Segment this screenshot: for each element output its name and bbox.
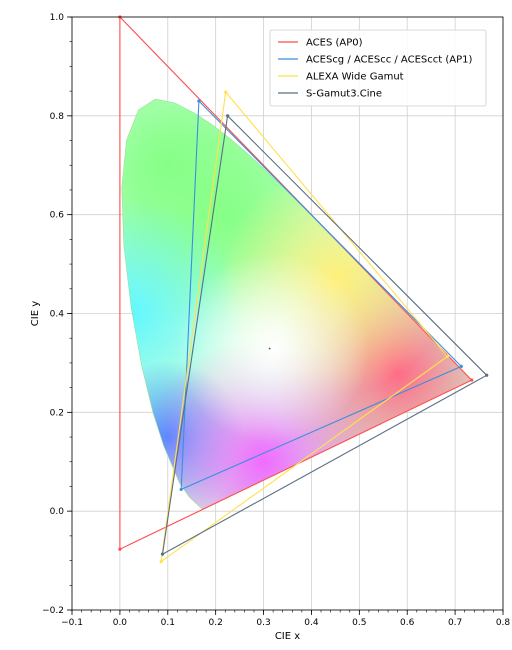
legend-box: [269, 29, 487, 107]
y-tick-label: 0.0: [50, 507, 65, 517]
primary-point: [445, 354, 450, 359]
x-tick-label: 0.5: [352, 618, 366, 628]
x-tick-label: 0.2: [209, 618, 223, 628]
x-tick-label: −0.1: [61, 618, 83, 628]
legend-entry: ALEXA Wide Gamut: [306, 72, 404, 83]
y-tick-label: −0.2: [42, 606, 64, 616]
x-tick-label: 0.0: [113, 618, 128, 628]
y-tick-label: 1.0: [50, 13, 65, 23]
white-point-marker: [268, 347, 271, 350]
primary-point: [159, 559, 163, 564]
y-tick-label: 0.6: [50, 211, 65, 221]
legend: ACES (AP0) ACEScg / ACEScc / ACEScct (AP1…: [269, 29, 487, 107]
primary-point: [179, 487, 183, 492]
primary-point: [459, 364, 463, 368]
gamut-triangle: [180, 99, 463, 491]
y-tick-label: 0.8: [50, 112, 65, 122]
y-tick-label: 0.2: [50, 408, 64, 418]
primary-point: [485, 373, 489, 377]
x-tick-label: 0.8: [496, 618, 511, 628]
x-tick-label: 0.4: [304, 618, 319, 628]
x-tick-label: 0.7: [448, 618, 462, 628]
primary-point: [470, 378, 474, 382]
x-tick-label: 0.3: [256, 618, 270, 628]
y-axis-label: CIE y: [30, 301, 41, 326]
white-point: [268, 347, 271, 350]
legend-entry: ACEScg / ACEScc / ACEScct (AP1): [306, 55, 472, 66]
gamut-series: [118, 15, 489, 564]
white-region: [177, 252, 369, 444]
gamut-triangle: [161, 114, 488, 556]
primary-point: [118, 547, 122, 551]
primary-point: [197, 99, 201, 103]
primary-point: [160, 552, 165, 556]
series-2: [179, 99, 463, 492]
legend-entry: S-Gamut3.Cine: [306, 89, 382, 100]
legend-entry: ACES (AP0): [306, 38, 363, 49]
x-axis-label: CIE x: [275, 631, 300, 642]
x-tick-label: 0.6: [400, 618, 415, 628]
y-tick-label: 0.4: [50, 310, 65, 320]
x-tick-label: 0.1: [161, 618, 175, 628]
primary-point: [224, 90, 228, 94]
x-axis-ticks: −0.1 0.0 0.1 0.2 0.3 0.4 0.5 0.6 0.7 0.8: [61, 610, 510, 628]
series-4: [160, 114, 489, 556]
primary-point: [226, 114, 230, 118]
y-axis-ticks: −0.2 0.0 0.2 0.4 0.6 0.8 1.0: [42, 13, 72, 616]
